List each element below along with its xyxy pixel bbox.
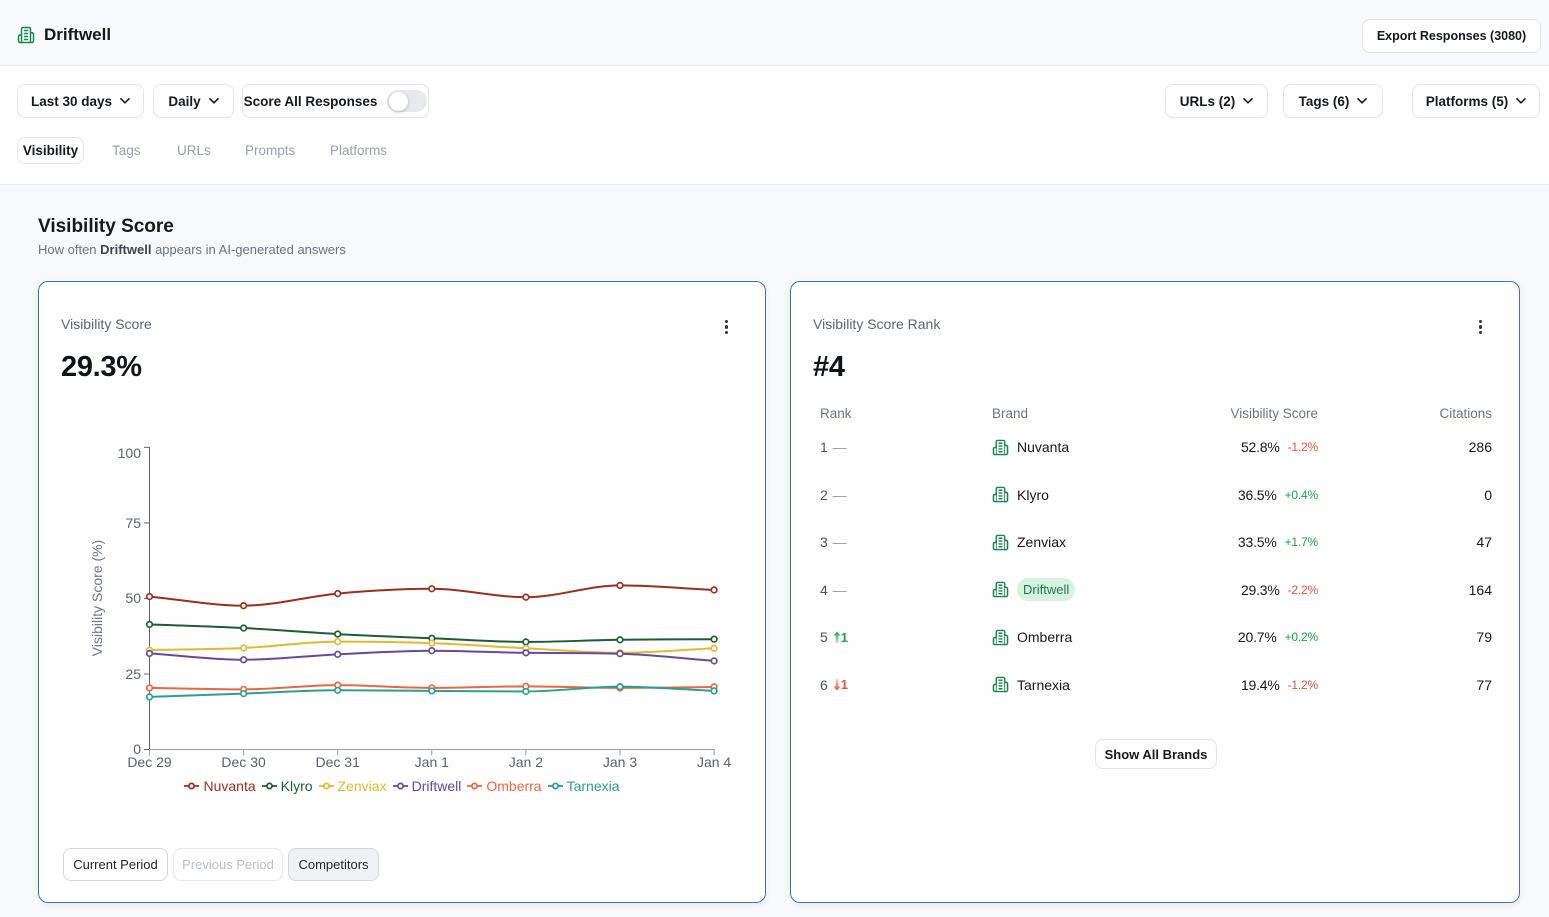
svg-text:Dec 29: Dec 29: [127, 754, 172, 770]
svg-text:100: 100: [118, 445, 142, 461]
svg-text:Visibility Score (%): Visibility Score (%): [89, 540, 105, 656]
svg-text:Jan 3: Jan 3: [603, 754, 637, 770]
svg-text:50: 50: [125, 590, 141, 606]
svg-text:Jan 2: Jan 2: [509, 754, 543, 770]
svg-text:Jan 1: Jan 1: [415, 754, 449, 770]
svg-text:Jan 4: Jan 4: [697, 754, 731, 770]
svg-text:0: 0: [133, 741, 141, 757]
svg-text:75: 75: [125, 515, 141, 531]
svg-text:Dec 30: Dec 30: [221, 754, 266, 770]
svg-text:Dec 31: Dec 31: [316, 754, 361, 770]
svg-text:25: 25: [125, 666, 141, 682]
